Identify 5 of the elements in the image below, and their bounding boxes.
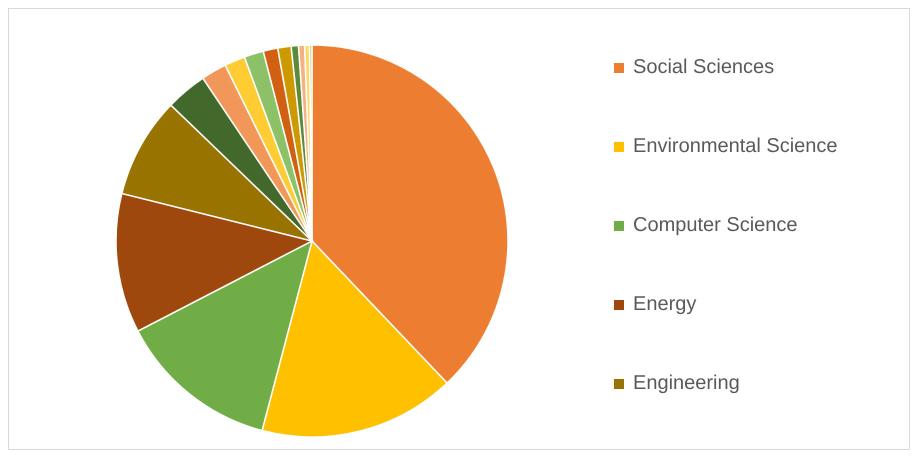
legend-label: Energy bbox=[633, 293, 696, 316]
legend-label: Environmental Science bbox=[633, 135, 838, 158]
legend-label: Computer Science bbox=[633, 214, 798, 237]
legend-label: Engineering bbox=[633, 372, 740, 395]
legend-label: Social Sciences bbox=[633, 56, 774, 79]
